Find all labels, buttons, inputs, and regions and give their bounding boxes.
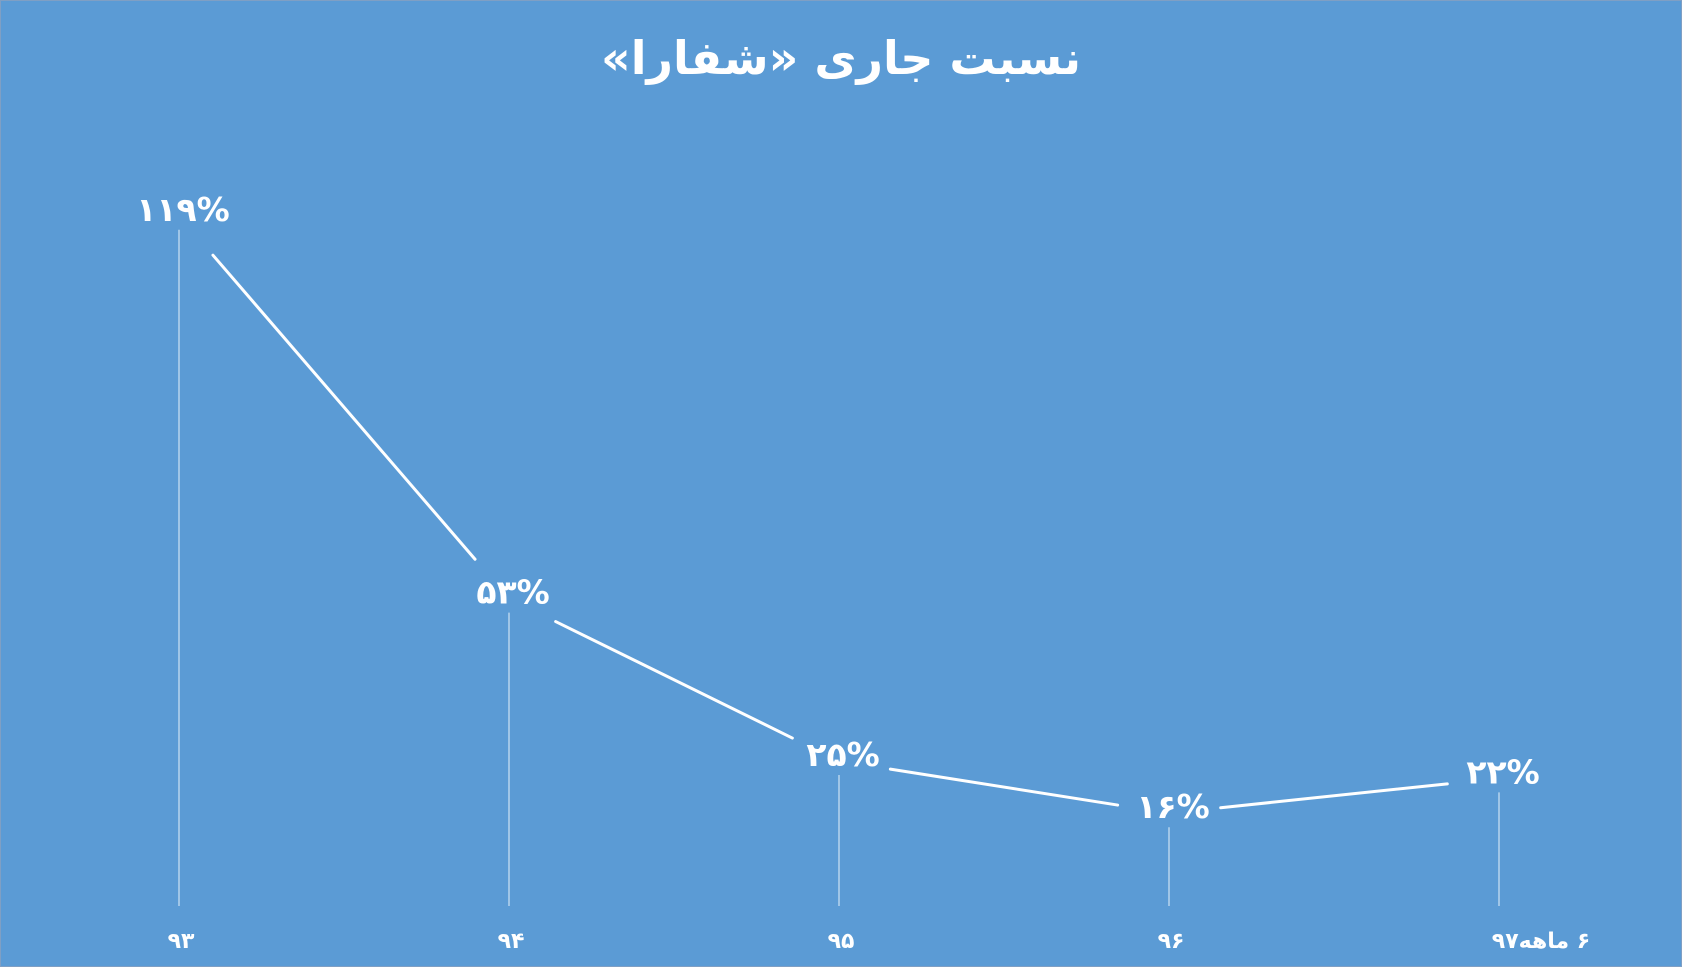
x-tick-label: ۹۴ <box>498 929 525 954</box>
data-label: ۱۶% <box>1136 787 1209 826</box>
series-line-segment <box>211 253 477 561</box>
data-label: ۵۳% <box>476 573 549 612</box>
data-label: ۱۱۹% <box>136 190 230 229</box>
x-tick-label: ۹۳ <box>168 929 195 954</box>
data-label: ۲۲% <box>1466 752 1539 791</box>
x-tick-label: ۹۵ <box>828 929 855 954</box>
x-tick-label: ۶ ماهه۹۷ <box>1492 929 1590 954</box>
series-line-segment <box>888 767 1120 807</box>
data-label: ۲۵% <box>806 735 879 774</box>
x-tick-label: ۹۶ <box>1158 929 1185 954</box>
series-line-segment <box>554 620 794 740</box>
chart-title: نسبت جاری «شفارا» <box>601 31 1081 85</box>
series-line-segment <box>1219 782 1449 810</box>
